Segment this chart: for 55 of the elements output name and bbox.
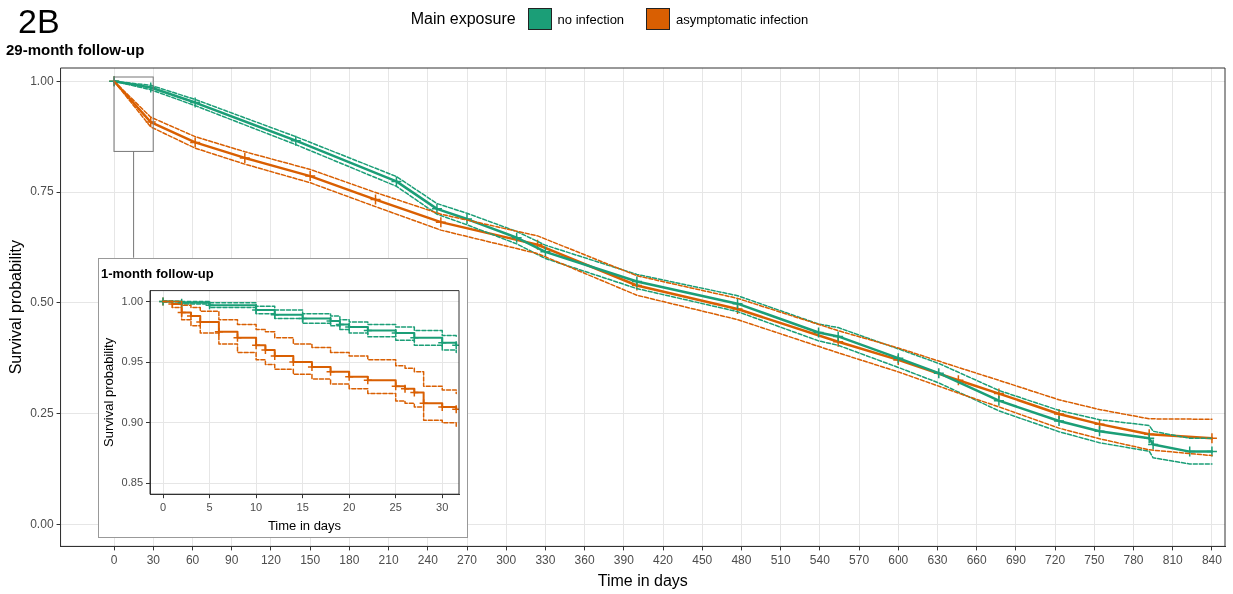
x-tick-label: 330 [535,552,556,567]
chart-title: 29-month follow-up [6,41,145,59]
y-tick-label: 0.85 [121,476,144,489]
legend-label: asymptomatic infection [676,11,809,27]
x-tick-label: 600 [888,552,909,567]
x-tick-label: 60 [185,552,200,567]
x-tick-label: 30 [146,552,161,567]
x-tick-label: 690 [1005,552,1027,567]
x-tick-label: 210 [378,552,399,567]
y-tick-label: 0.75 [30,184,54,199]
x-tick-label: 270 [456,552,478,567]
x-tick-label: 450 [692,552,713,567]
y-axis-title: Survival probability [101,337,117,447]
x-tick-label: 90 [225,552,239,567]
x-tick-label: 750 [1084,552,1105,567]
x-tick-label: 660 [966,552,988,567]
x-tick-label: 180 [339,552,360,567]
x-tick-label: 240 [417,552,439,567]
x-tick-label: 120 [260,552,282,567]
x-tick-label: 0 [110,552,118,567]
x-tick-label: 720 [1045,552,1066,567]
y-axis-title: Survival probability [7,240,25,375]
y-tick-label: 0.00 [30,516,54,531]
y-tick-label: 1.00 [30,73,54,88]
y-tick-label: 0.95 [121,355,144,368]
y-tick-label: 0.50 [30,295,54,310]
x-tick-label: 20 [343,500,356,513]
x-tick-label: 10 [249,500,263,513]
legend-label: no infection [557,11,625,27]
x-tick-label: 630 [927,552,948,567]
x-tick-label: 15 [296,500,309,513]
y-tick-label: 0.25 [30,405,54,420]
y-tick-label: 0.90 [121,415,144,428]
x-tick-label: 30 [436,500,449,513]
legend-title: Main exposure [410,10,516,28]
x-tick-label: 0 [159,500,167,513]
y-tick-label: 1.00 [121,294,144,307]
x-tick-label: 300 [496,552,517,567]
x-axis-title: Time in days [597,571,688,589]
x-tick-label: 150 [300,552,321,567]
x-tick-label: 360 [574,552,595,567]
x-tick-label: 540 [809,552,831,567]
x-tick-label: 570 [849,552,870,567]
x-tick-label: 780 [1123,552,1144,567]
x-tick-label: 480 [731,552,752,567]
x-tick-label: 25 [389,500,402,513]
x-tick-label: 5 [206,500,213,513]
x-axis-title: Time in days [267,517,342,533]
chart-title: 1-month follow-up [101,266,214,282]
x-tick-label: 390 [613,552,635,567]
x-tick-label: 840 [1201,552,1223,567]
x-tick-label: 810 [1162,552,1184,567]
text: 2B [18,2,60,41]
x-tick-label: 420 [653,552,674,567]
x-tick-label: 510 [770,552,791,567]
